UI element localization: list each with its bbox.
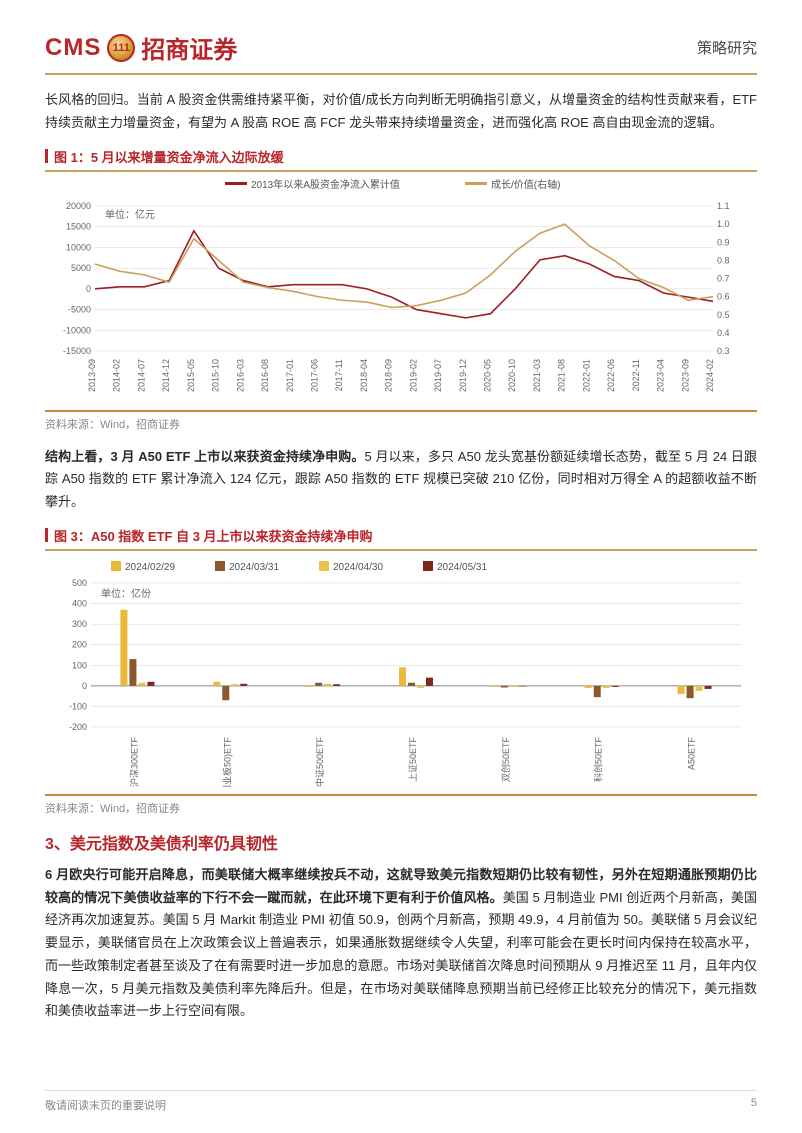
fig3-source: 资料来源：Wind，招商证券 xyxy=(45,800,757,816)
fig1-title: 图 1：5 月以来增量资金净流入边际放缓 xyxy=(45,147,757,166)
svg-text:2020-05: 2020-05 xyxy=(483,359,493,392)
header-category: 策略研究 xyxy=(697,37,757,58)
logo-badge-icon: 111 xyxy=(107,34,135,62)
svg-text:2018-04: 2018-04 xyxy=(359,359,369,392)
svg-text:沪深300ETF: 沪深300ETF xyxy=(128,736,139,787)
svg-text:0.8: 0.8 xyxy=(717,255,730,265)
svg-text:2024/05/31: 2024/05/31 xyxy=(437,562,487,573)
fig1-chart: 2013年以来A股资金净流入累计值 成长/价值(右轴) 单位：亿元 -15000 -10… xyxy=(47,178,753,403)
svg-text:1.1: 1.1 xyxy=(717,201,730,211)
svg-text:2022-01: 2022-01 xyxy=(581,359,591,392)
svg-text:2013年以来A股资金净流入累计值: 2013年以来A股资金净流入累计值 xyxy=(251,178,400,191)
fig1-title-text: 图 1：5 月以来增量资金净流入边际放缓 xyxy=(54,147,284,166)
svg-text:2022-11: 2022-11 xyxy=(631,359,641,391)
logo-cn: 招商证券 xyxy=(141,30,237,65)
svg-text:2016-03: 2016-03 xyxy=(235,359,245,392)
svg-text:-100: -100 xyxy=(69,701,87,711)
logo-block: CMS 111 招商证券 xyxy=(45,30,237,65)
section3-heading: 3、美元指数及美债利率仍具韧性 xyxy=(45,830,757,854)
svg-text:2024-02: 2024-02 xyxy=(705,359,715,392)
svg-text:2017-01: 2017-01 xyxy=(285,359,295,392)
svg-text:2024/04/30: 2024/04/30 xyxy=(333,562,383,573)
svg-text:科创50ETF: 科创50ETF xyxy=(593,736,604,782)
svg-text:0: 0 xyxy=(82,681,87,691)
svg-text:0.9: 0.9 xyxy=(717,237,730,247)
svg-text:20000: 20000 xyxy=(66,201,91,211)
svg-text:2014-02: 2014-02 xyxy=(112,359,122,392)
svg-text:成长/价值(右轴): 成长/价值(右轴) xyxy=(491,178,560,191)
svg-text:5000: 5000 xyxy=(71,263,91,273)
svg-text:2021-08: 2021-08 xyxy=(557,359,567,392)
svg-text:500: 500 xyxy=(72,578,87,588)
para3-rest: 美国 5 月制造业 PMI 创近两个月新高，美国经济再次加速复苏。美国 5 月 … xyxy=(45,890,757,1019)
header: CMS 111 招商证券 策略研究 xyxy=(45,30,757,75)
svg-text:2022-06: 2022-06 xyxy=(606,359,616,392)
fig1-source: 资料来源：Wind，招商证券 xyxy=(45,416,757,432)
para2-bold: 结构上看，3 月 A50 ETF 上市以来获资金持续净申购。 xyxy=(45,449,365,464)
svg-text:0: 0 xyxy=(86,283,91,293)
fig3-chart: 2024/02/29 2024/03/31 2024/04/30 2024/05/31… xyxy=(47,557,753,787)
svg-text:2017-06: 2017-06 xyxy=(309,359,319,392)
svg-text:0.7: 0.7 xyxy=(717,273,730,283)
paragraph-2: 结构上看，3 月 A50 ETF 上市以来获资金持续净申购。5 月以来，多只 A… xyxy=(45,446,757,514)
svg-text:400: 400 xyxy=(72,598,87,608)
svg-text:2015-05: 2015-05 xyxy=(186,359,196,392)
svg-text:0.3: 0.3 xyxy=(717,346,730,356)
svg-text:2017-11: 2017-11 xyxy=(334,359,344,391)
svg-text:2024/03/31: 2024/03/31 xyxy=(229,562,279,573)
svg-text:2021-03: 2021-03 xyxy=(532,359,542,392)
svg-text:2013-09: 2013-09 xyxy=(87,359,97,392)
svg-text:2016-08: 2016-08 xyxy=(260,359,270,392)
svg-text:单位：亿元: 单位：亿元 xyxy=(105,208,155,221)
svg-text:2019-02: 2019-02 xyxy=(408,359,418,392)
svg-text:-15000: -15000 xyxy=(63,346,91,356)
footer-disclaimer: 敬请阅读末页的重要说明 xyxy=(45,1097,166,1113)
svg-text:2014-12: 2014-12 xyxy=(161,359,171,392)
paragraph-3: 6 月欧央行可能开启降息，而美联储大概率继续按兵不动，这就导致美元指数短期仍比较… xyxy=(45,864,757,1023)
svg-text:2023-09: 2023-09 xyxy=(680,359,690,392)
svg-text:300: 300 xyxy=(72,619,87,629)
svg-text:2024/02/29: 2024/02/29 xyxy=(125,562,175,573)
svg-text:2019-12: 2019-12 xyxy=(458,359,468,392)
svg-text:2020-10: 2020-10 xyxy=(507,359,517,392)
footer: 敬请阅读末页的重要说明 5 xyxy=(45,1090,757,1113)
svg-text:200: 200 xyxy=(72,639,87,649)
svg-text:-5000: -5000 xyxy=(68,304,91,314)
svg-text:创业板(含创业板50)ETF: 创业板(含创业板50)ETF xyxy=(221,736,232,786)
svg-text:2015-10: 2015-10 xyxy=(211,359,221,392)
logo-latin: CMS xyxy=(45,34,101,62)
svg-text:中证500ETF: 中证500ETF xyxy=(314,736,325,787)
fig3-title: 图 3：A50 指数 ETF 自 3 月上市以来获资金持续净申购 xyxy=(45,526,757,545)
intro-paragraph: 长风格的回归。当前 A 股资金供需维持紧平衡，对价值/成长方向判断无明确指引意义… xyxy=(45,89,757,135)
svg-text:上证50ETF: 上证50ETF xyxy=(408,736,418,782)
svg-text:100: 100 xyxy=(72,660,87,670)
svg-text:15000: 15000 xyxy=(66,221,91,231)
svg-text:2019-07: 2019-07 xyxy=(433,359,443,392)
fig-title-bar-icon xyxy=(45,528,48,542)
fig3-chart-frame: 2024/02/29 2024/03/31 2024/04/30 2024/05/31… xyxy=(45,549,757,796)
fig-title-bar-icon xyxy=(45,149,48,163)
svg-text:A50ETF: A50ETF xyxy=(687,736,697,770)
page-number: 5 xyxy=(751,1097,757,1113)
fig1-chart-frame: 2013年以来A股资金净流入累计值 成长/价值(右轴) 单位：亿元 -15000 -10… xyxy=(45,170,757,412)
fig3-title-text: 图 3：A50 指数 ETF 自 3 月上市以来获资金持续净申购 xyxy=(54,526,373,545)
svg-text:-200: -200 xyxy=(69,722,87,732)
svg-text:-10000: -10000 xyxy=(63,325,91,335)
svg-text:1.0: 1.0 xyxy=(717,219,730,229)
svg-text:2023-04: 2023-04 xyxy=(656,359,666,392)
svg-text:10000: 10000 xyxy=(66,242,91,252)
svg-text:0.6: 0.6 xyxy=(717,291,730,301)
svg-text:0.5: 0.5 xyxy=(717,309,730,319)
svg-text:双创50ETF: 双创50ETF xyxy=(500,736,511,782)
svg-text:单位：亿份: 单位：亿份 xyxy=(101,587,151,600)
svg-text:0.4: 0.4 xyxy=(717,327,730,337)
svg-text:2018-09: 2018-09 xyxy=(384,359,394,392)
svg-text:2014-07: 2014-07 xyxy=(136,359,146,392)
